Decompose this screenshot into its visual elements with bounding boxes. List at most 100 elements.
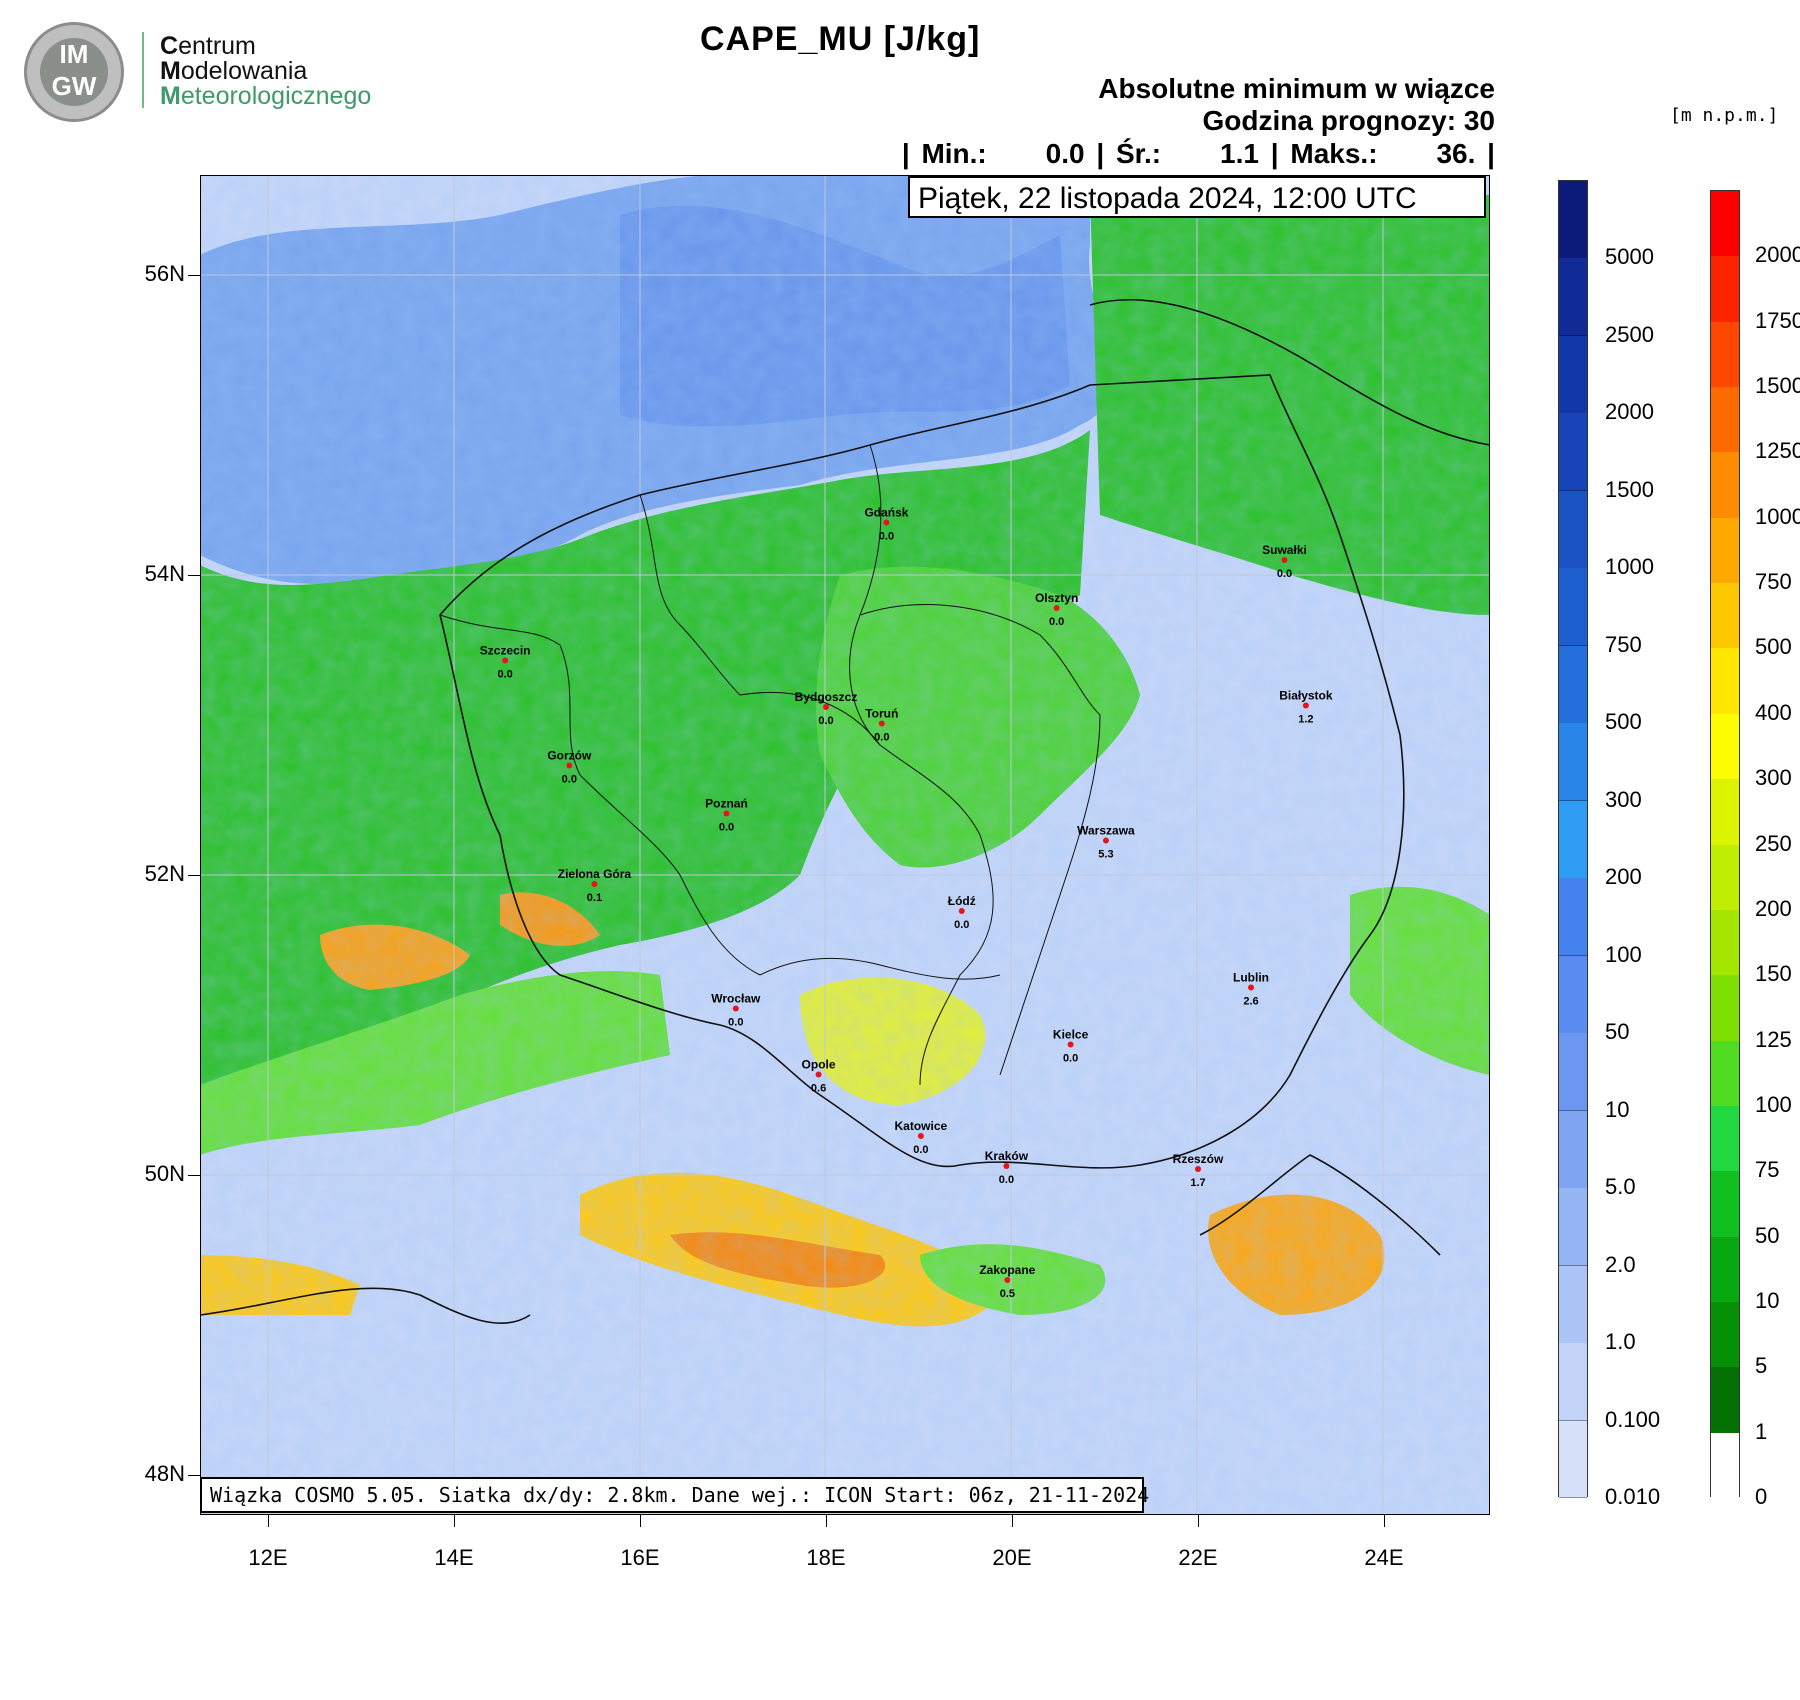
lat-tick-label: 52N: [144, 861, 185, 886]
cape-scale-label: 0.010: [1605, 1484, 1661, 1509]
city-marker: Zakopane 0.5: [979, 1263, 1035, 1300]
lon-tick-label: 14E: [434, 1545, 474, 1570]
terrain-color-step: [1711, 452, 1739, 519]
lat-tick-label: 54N: [144, 561, 185, 586]
city-dot: [1004, 1277, 1011, 1283]
city-value: 0.0: [999, 1174, 1014, 1186]
city-name: Gdańsk: [864, 506, 908, 520]
cape-scale-label: 100: [1605, 941, 1642, 967]
city-name: Poznań: [705, 797, 748, 811]
terrain-color-step: [1711, 1432, 1739, 1499]
voivodeship-borders: [439, 444, 1101, 1086]
lon-tick-label: 12E: [248, 1545, 288, 1570]
lat-tick-label: 50N: [144, 1161, 185, 1186]
city-marker: Zielona Góra 0.1: [558, 867, 632, 904]
terrain-scale-label: 750: [1755, 569, 1792, 595]
cape-scale-label: 300: [1605, 786, 1642, 812]
lon-tick: [826, 1515, 827, 1527]
city-dot: [878, 720, 885, 727]
terrain-scale-label: 1000: [1755, 503, 1800, 529]
terrain-scale-label: 300: [1755, 765, 1792, 791]
map-title: CAPE_MU [J/kg]: [700, 20, 981, 58]
city-marker: Gorzów 0.0: [547, 749, 592, 786]
map-gridlines: [200, 175, 1490, 1515]
stats-line: | Min.: 0.0 | Śr.: 1.1 | Maks.: 36. |: [901, 138, 1495, 169]
lon-tick-label: 22E: [1178, 1545, 1218, 1570]
terrain-scale-label: 2000: [1755, 242, 1800, 268]
city-value: 0.0: [913, 1144, 928, 1156]
terrain-scale-label: 125: [1755, 1026, 1792, 1052]
country-borders: [200, 298, 1490, 1324]
cape-scale-label: 5.0: [1605, 1174, 1636, 1200]
city-name: Gorzów: [547, 749, 592, 763]
terrain-scale-label: 10: [1755, 1287, 1780, 1313]
city-marker: Suwałki 0.0: [1262, 543, 1307, 580]
city-marker: Rzeszów 1.7: [1173, 1152, 1224, 1189]
terrain-scale-label: 150: [1755, 961, 1792, 987]
logo-line-3: Meteorologicznego: [160, 82, 372, 110]
city-dot: [1248, 984, 1255, 991]
min-label: | Min.:: [901, 138, 987, 169]
lat-tick-label: 48N: [144, 1461, 185, 1486]
lat-tick-label: 56N: [144, 261, 185, 286]
terrain-color-step: [1711, 975, 1739, 1042]
city-marker: Kielce 0.0: [1053, 1028, 1089, 1065]
city-name: Białystok: [1279, 689, 1333, 703]
lat-tick: [188, 875, 200, 876]
terrain-scale-label: 1750: [1755, 307, 1800, 333]
city-name: Kraków: [985, 1149, 1029, 1163]
cape-scale-label: 2.0: [1605, 1251, 1636, 1277]
terrain-color-step: [1711, 256, 1739, 323]
city-value: 2.6: [1243, 996, 1258, 1008]
city-dot: [723, 810, 730, 817]
city-marker: Gdańsk 0.0: [864, 506, 908, 543]
cape-color-step: [1559, 335, 1587, 414]
city-markers: Gdańsk 0.0 Suwałki 0.0 Olsztyn 0.0 Szczecin 0.0…: [480, 506, 1333, 1301]
city-dot: [732, 1005, 739, 1012]
cape-scale-label: 2500: [1605, 321, 1654, 347]
cape-color-step: [1559, 723, 1587, 802]
city-marker: Warszawa 5.3: [1077, 824, 1135, 861]
terrain-color-step: [1711, 648, 1739, 715]
cape-color-step: [1559, 568, 1587, 647]
city-dot: [883, 519, 890, 526]
cape-scale-label: 0.100: [1605, 1406, 1661, 1432]
city-marker: Opole 0.6: [802, 1058, 836, 1095]
cape-color-step: [1559, 1265, 1587, 1344]
cape-color-step: [1559, 955, 1587, 1034]
cape-scale-label: 50: [1605, 1019, 1630, 1045]
terrain-color-step: [1711, 1105, 1739, 1172]
avg-value: 1.1: [1220, 138, 1259, 169]
city-value: 0.0: [954, 919, 969, 931]
terrain-color-step: [1711, 1367, 1739, 1434]
city-value: 0.5: [1000, 1288, 1015, 1300]
city-name: Wrocław: [711, 992, 761, 1006]
terrain-scale-label: 250: [1755, 830, 1792, 856]
city-name: Suwałki: [1262, 543, 1307, 557]
city-name: Bydgoszcz: [795, 690, 858, 704]
terrain-unit-label: [m n.p.m.]: [1670, 105, 1779, 126]
city-name: Zielona Góra: [558, 867, 632, 881]
city-value: 0.6: [811, 1083, 826, 1095]
city-value: 1.2: [1298, 714, 1313, 726]
city-marker: Wrocław 0.0: [711, 992, 761, 1029]
cape-scale-label: 200: [1605, 864, 1642, 890]
lon-tick: [640, 1515, 641, 1527]
cape-color-step: [1559, 1188, 1587, 1267]
terrain-scale-label: 1: [1755, 1418, 1768, 1444]
terrain-color-step: [1711, 321, 1739, 388]
terrain-scale-label: 1250: [1755, 438, 1800, 464]
cape-color-step: [1559, 1033, 1587, 1112]
terrain-color-step: [1711, 191, 1739, 257]
lat-tick: [188, 1475, 200, 1476]
city-value: 0.0: [1063, 1053, 1078, 1065]
logo-divider: [142, 32, 144, 108]
lon-tick-label: 18E: [806, 1545, 846, 1570]
logo-line-2: Modelowania: [160, 57, 308, 85]
terrain-colorbar: [1710, 190, 1740, 1499]
lon-tick-label: 20E: [992, 1545, 1032, 1570]
cape-color-step: [1559, 1110, 1587, 1189]
terrain-color-step: [1711, 1236, 1739, 1303]
terrain-color-step: [1711, 517, 1739, 584]
city-name: Łódź: [948, 894, 976, 908]
